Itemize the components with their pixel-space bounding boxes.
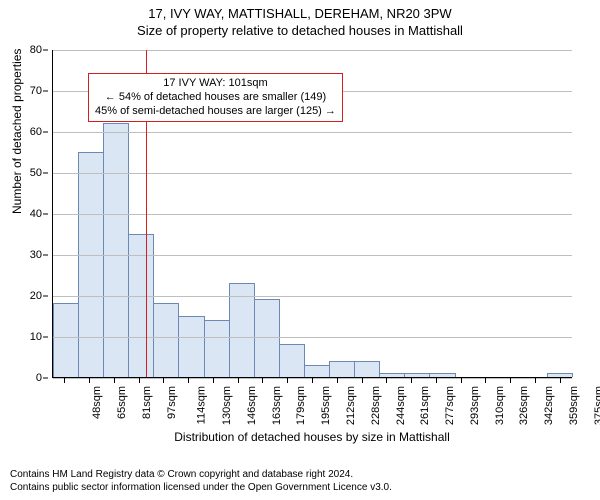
y-tick-label: 50 [30, 167, 42, 179]
gridline [53, 50, 572, 51]
x-tick-mark [163, 378, 164, 383]
x-tick-mark [213, 378, 214, 383]
x-tick-label: 146sqm [246, 386, 258, 425]
y-tick-mark [43, 255, 48, 256]
x-axis-label: Distribution of detached houses by size … [52, 430, 572, 444]
x-tick-label: 359sqm [568, 386, 580, 425]
footer-attribution: Contains HM Land Registry data © Crown c… [0, 465, 600, 500]
gridline [53, 173, 572, 174]
x-tick-label: 163sqm [271, 386, 283, 425]
y-tick-label: 30 [30, 249, 42, 261]
annotation-line-2: ← 54% of detached houses are smaller (14… [95, 91, 336, 105]
x-tick-label: 81sqm [141, 386, 153, 419]
x-tick-mark [287, 378, 288, 383]
y-tick-label: 20 [30, 290, 42, 302]
footer-line-1: Contains HM Land Registry data © Crown c… [10, 469, 592, 482]
x-tick-label: 195sqm [320, 386, 332, 425]
histogram-bar [153, 303, 179, 377]
y-tick-mark [43, 378, 48, 379]
gridline [53, 337, 572, 338]
title-line-2: Size of property relative to detached ho… [0, 23, 600, 38]
x-tick-mark [64, 378, 65, 383]
x-tick-label: 375sqm [593, 386, 600, 425]
y-tick-mark [43, 173, 48, 174]
x-tick-label: 130sqm [221, 386, 233, 425]
x-tick-label: 342sqm [543, 386, 555, 425]
x-tick-mark [337, 378, 338, 383]
histogram-bar [547, 373, 573, 377]
x-tick-mark [139, 378, 140, 383]
annotation-line-3: 45% of semi-detached houses are larger (… [95, 105, 336, 119]
histogram-bar [404, 373, 430, 377]
gridline [53, 132, 572, 133]
y-axis-label: Number of detached properties [10, 49, 24, 214]
gridline [53, 296, 572, 297]
histogram-bar [178, 316, 204, 378]
x-tick-label: 179sqm [296, 386, 308, 425]
y-axis-ticks: 01020304050607080 [0, 50, 48, 378]
histogram-bar [254, 299, 280, 377]
x-tick-label: 261sqm [419, 386, 431, 425]
histogram-bar [78, 152, 104, 378]
x-tick-mark [312, 378, 313, 383]
x-tick-label: 310sqm [494, 386, 506, 425]
x-tick-label: 277sqm [444, 386, 456, 425]
y-tick-mark [43, 296, 48, 297]
annotation-box: 17 IVY WAY: 101sqm← 54% of detached hous… [88, 73, 343, 122]
histogram-bar [304, 365, 330, 377]
gridline [53, 214, 572, 215]
x-tick-mark [362, 378, 363, 383]
x-tick-label: 212sqm [345, 386, 357, 425]
y-tick-label: 70 [30, 85, 42, 97]
x-tick-mark [411, 378, 412, 383]
chart-container: 0 10 20 30 40 50 60 70 80 17 IVY WAY: 101sqm← 54… [0, 44, 600, 424]
plot-area: 17 IVY WAY: 101sqm← 54% of detached hous… [52, 50, 572, 378]
x-tick-mark [436, 378, 437, 383]
x-tick-mark [510, 378, 511, 383]
histogram-bar [379, 373, 405, 377]
histogram-bar [354, 361, 380, 377]
y-tick-label: 60 [30, 126, 42, 138]
x-tick-label: 293sqm [469, 386, 481, 425]
x-tick-label: 65sqm [116, 386, 128, 419]
x-tick-label: 326sqm [518, 386, 530, 425]
x-tick-label: 244sqm [395, 386, 407, 425]
y-tick-label: 0 [36, 372, 42, 384]
y-axis-label-text: Number of detached properties [10, 49, 24, 214]
x-tick-mark [262, 378, 263, 383]
y-tick-mark [43, 337, 48, 338]
histogram-bar [204, 320, 230, 377]
gridline [53, 255, 572, 256]
histogram-bar [279, 344, 305, 377]
x-axis-ticks: 48sqm 65sqm 81sqm 97sqm 114sqm 130sqm 146sqm 16… [52, 378, 572, 424]
x-tick-label: 97sqm [166, 386, 178, 419]
chart-title-block: 17, IVY WAY, MATTISHALL, DEREHAM, NR20 3… [0, 0, 600, 38]
y-tick-mark [43, 214, 48, 215]
x-tick-mark [560, 378, 561, 383]
x-tick-mark [535, 378, 536, 383]
title-line-1: 17, IVY WAY, MATTISHALL, DEREHAM, NR20 3… [0, 6, 600, 21]
y-tick-mark [43, 50, 48, 51]
x-tick-mark [188, 378, 189, 383]
x-tick-mark [238, 378, 239, 383]
x-tick-label: 48sqm [91, 386, 103, 419]
footer-line-2: Contains public sector information licen… [10, 482, 592, 495]
x-tick-mark [89, 378, 90, 383]
histogram-bar [103, 123, 129, 377]
histogram-bar [329, 361, 355, 377]
histogram-bar [53, 303, 79, 377]
x-tick-label: 114sqm [196, 386, 208, 424]
y-tick-label: 40 [30, 208, 42, 220]
y-tick-mark [43, 132, 48, 133]
histogram-bar [429, 373, 455, 377]
x-tick-label: 228sqm [370, 386, 382, 425]
x-tick-mark [461, 378, 462, 383]
x-tick-mark [485, 378, 486, 383]
annotation-line-1: 17 IVY WAY: 101sqm [95, 77, 336, 91]
y-tick-mark [43, 91, 48, 92]
y-tick-label: 80 [30, 44, 42, 56]
y-tick-label: 10 [30, 331, 42, 343]
x-tick-mark [114, 378, 115, 383]
x-tick-mark [386, 378, 387, 383]
